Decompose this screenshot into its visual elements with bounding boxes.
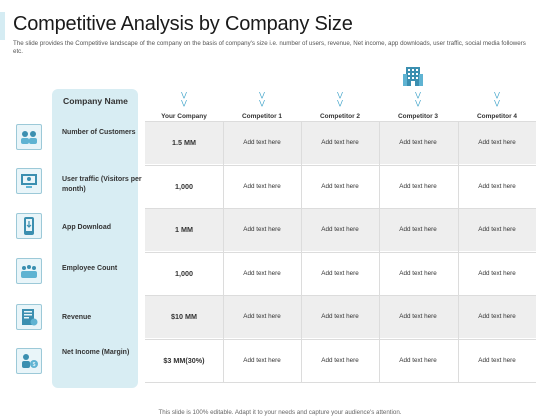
row-background	[145, 208, 536, 251]
grid-line	[223, 121, 224, 382]
user-traffic-icon	[16, 168, 42, 194]
table-cell: Add text here	[321, 139, 359, 146]
title-accent-bar	[0, 12, 5, 40]
grid-line	[145, 382, 536, 383]
chevron-down-icon: ⋁ ⋁	[415, 92, 421, 107]
app-download-icon	[16, 213, 42, 239]
building-icon	[403, 67, 423, 86]
page-title: Competitive Analysis by Company Size	[13, 13, 353, 35]
table-cell: Add text here	[399, 313, 437, 320]
table-cell: Add text here	[478, 183, 516, 190]
table-cell: Add text here	[321, 357, 359, 364]
column-header-competitor-3: ⋁ ⋁ Competitor 3	[379, 92, 457, 120]
page-subtitle: The slide provides the Competitive lands…	[13, 40, 526, 55]
table-cell: 1 MM	[175, 225, 193, 234]
grid-line	[301, 121, 302, 382]
customers-icon	[16, 124, 42, 150]
employees-icon	[16, 258, 42, 284]
table-cell: Add text here	[321, 183, 359, 190]
column-header-competitor-4: ⋁ ⋁ Competitor 4	[458, 92, 536, 120]
footer-note: This slide is 100% editable. Adapt it to…	[158, 409, 402, 416]
table-cell: Add text here	[243, 313, 281, 320]
table-cell: Add text here	[478, 313, 516, 320]
chevron-down-icon: ⋁ ⋁	[181, 92, 187, 107]
table-cell: Add text here	[478, 270, 516, 277]
table-cell: Add text here	[399, 270, 437, 277]
grid-line	[145, 295, 536, 296]
table-cell: Add text here	[243, 139, 281, 146]
column-header-competitor-1: ⋁ ⋁ Competitor 1	[223, 92, 301, 120]
table-cell: Add text here	[399, 183, 437, 190]
chevron-down-icon: ⋁ ⋁	[259, 92, 265, 107]
row-label-net-income: Net Income (Margin)	[62, 349, 130, 356]
table-cell: Add text here	[243, 183, 281, 190]
table-cell: $10 MM	[171, 312, 197, 321]
table-cell: Add text here	[243, 270, 281, 277]
row-label-revenue: Revenue	[62, 314, 92, 321]
company-name-header: Company Name	[63, 96, 128, 106]
row-background	[145, 121, 536, 164]
table-cell: Add text here	[399, 357, 437, 364]
revenue-icon	[16, 304, 42, 330]
table-cell: Add text here	[399, 139, 437, 146]
grid-line	[458, 121, 459, 382]
row-label-employee-count: Employee Count	[62, 265, 118, 272]
table-cell: Add text here	[243, 226, 281, 233]
svg-text:$: $	[33, 362, 36, 368]
grid-line	[145, 208, 536, 209]
chevron-down-icon: ⋁ ⋁	[337, 92, 343, 107]
grid-line	[145, 165, 536, 166]
grid-line	[379, 121, 380, 382]
table-cell: Add text here	[478, 139, 516, 146]
table-cell: $3 MM(30%)	[163, 356, 205, 365]
grid-line	[145, 339, 536, 340]
company-name-column	[52, 89, 138, 388]
table-cell: Add text here	[243, 357, 281, 364]
chevron-down-icon: ⋁ ⋁	[494, 92, 500, 107]
table-cell: Add text here	[321, 270, 359, 277]
table-cell: 1,000	[175, 182, 193, 191]
row-label-user-traffic: User traffic (Visitors per month)	[62, 176, 142, 193]
table-cell: Add text here	[399, 226, 437, 233]
row-label-app-download: App Download	[62, 224, 111, 231]
row-label-number-of-customers: Number of Customers	[62, 129, 136, 136]
column-header-your-company: ⋁ ⋁ Your Company	[145, 92, 223, 120]
net-income-icon: $	[16, 348, 42, 374]
table-cell: Add text here	[321, 313, 359, 320]
table-cell: Add text here	[478, 226, 516, 233]
table-cell: 1,000	[175, 269, 193, 278]
table-cell: Add text here	[321, 226, 359, 233]
row-background	[145, 295, 536, 338]
grid-line	[145, 252, 536, 253]
table-cell: 1.5 MM	[172, 138, 196, 147]
grid-line	[145, 121, 536, 122]
column-header-competitor-2: ⋁ ⋁ Competitor 2	[301, 92, 379, 120]
table-cell: Add text here	[478, 357, 516, 364]
